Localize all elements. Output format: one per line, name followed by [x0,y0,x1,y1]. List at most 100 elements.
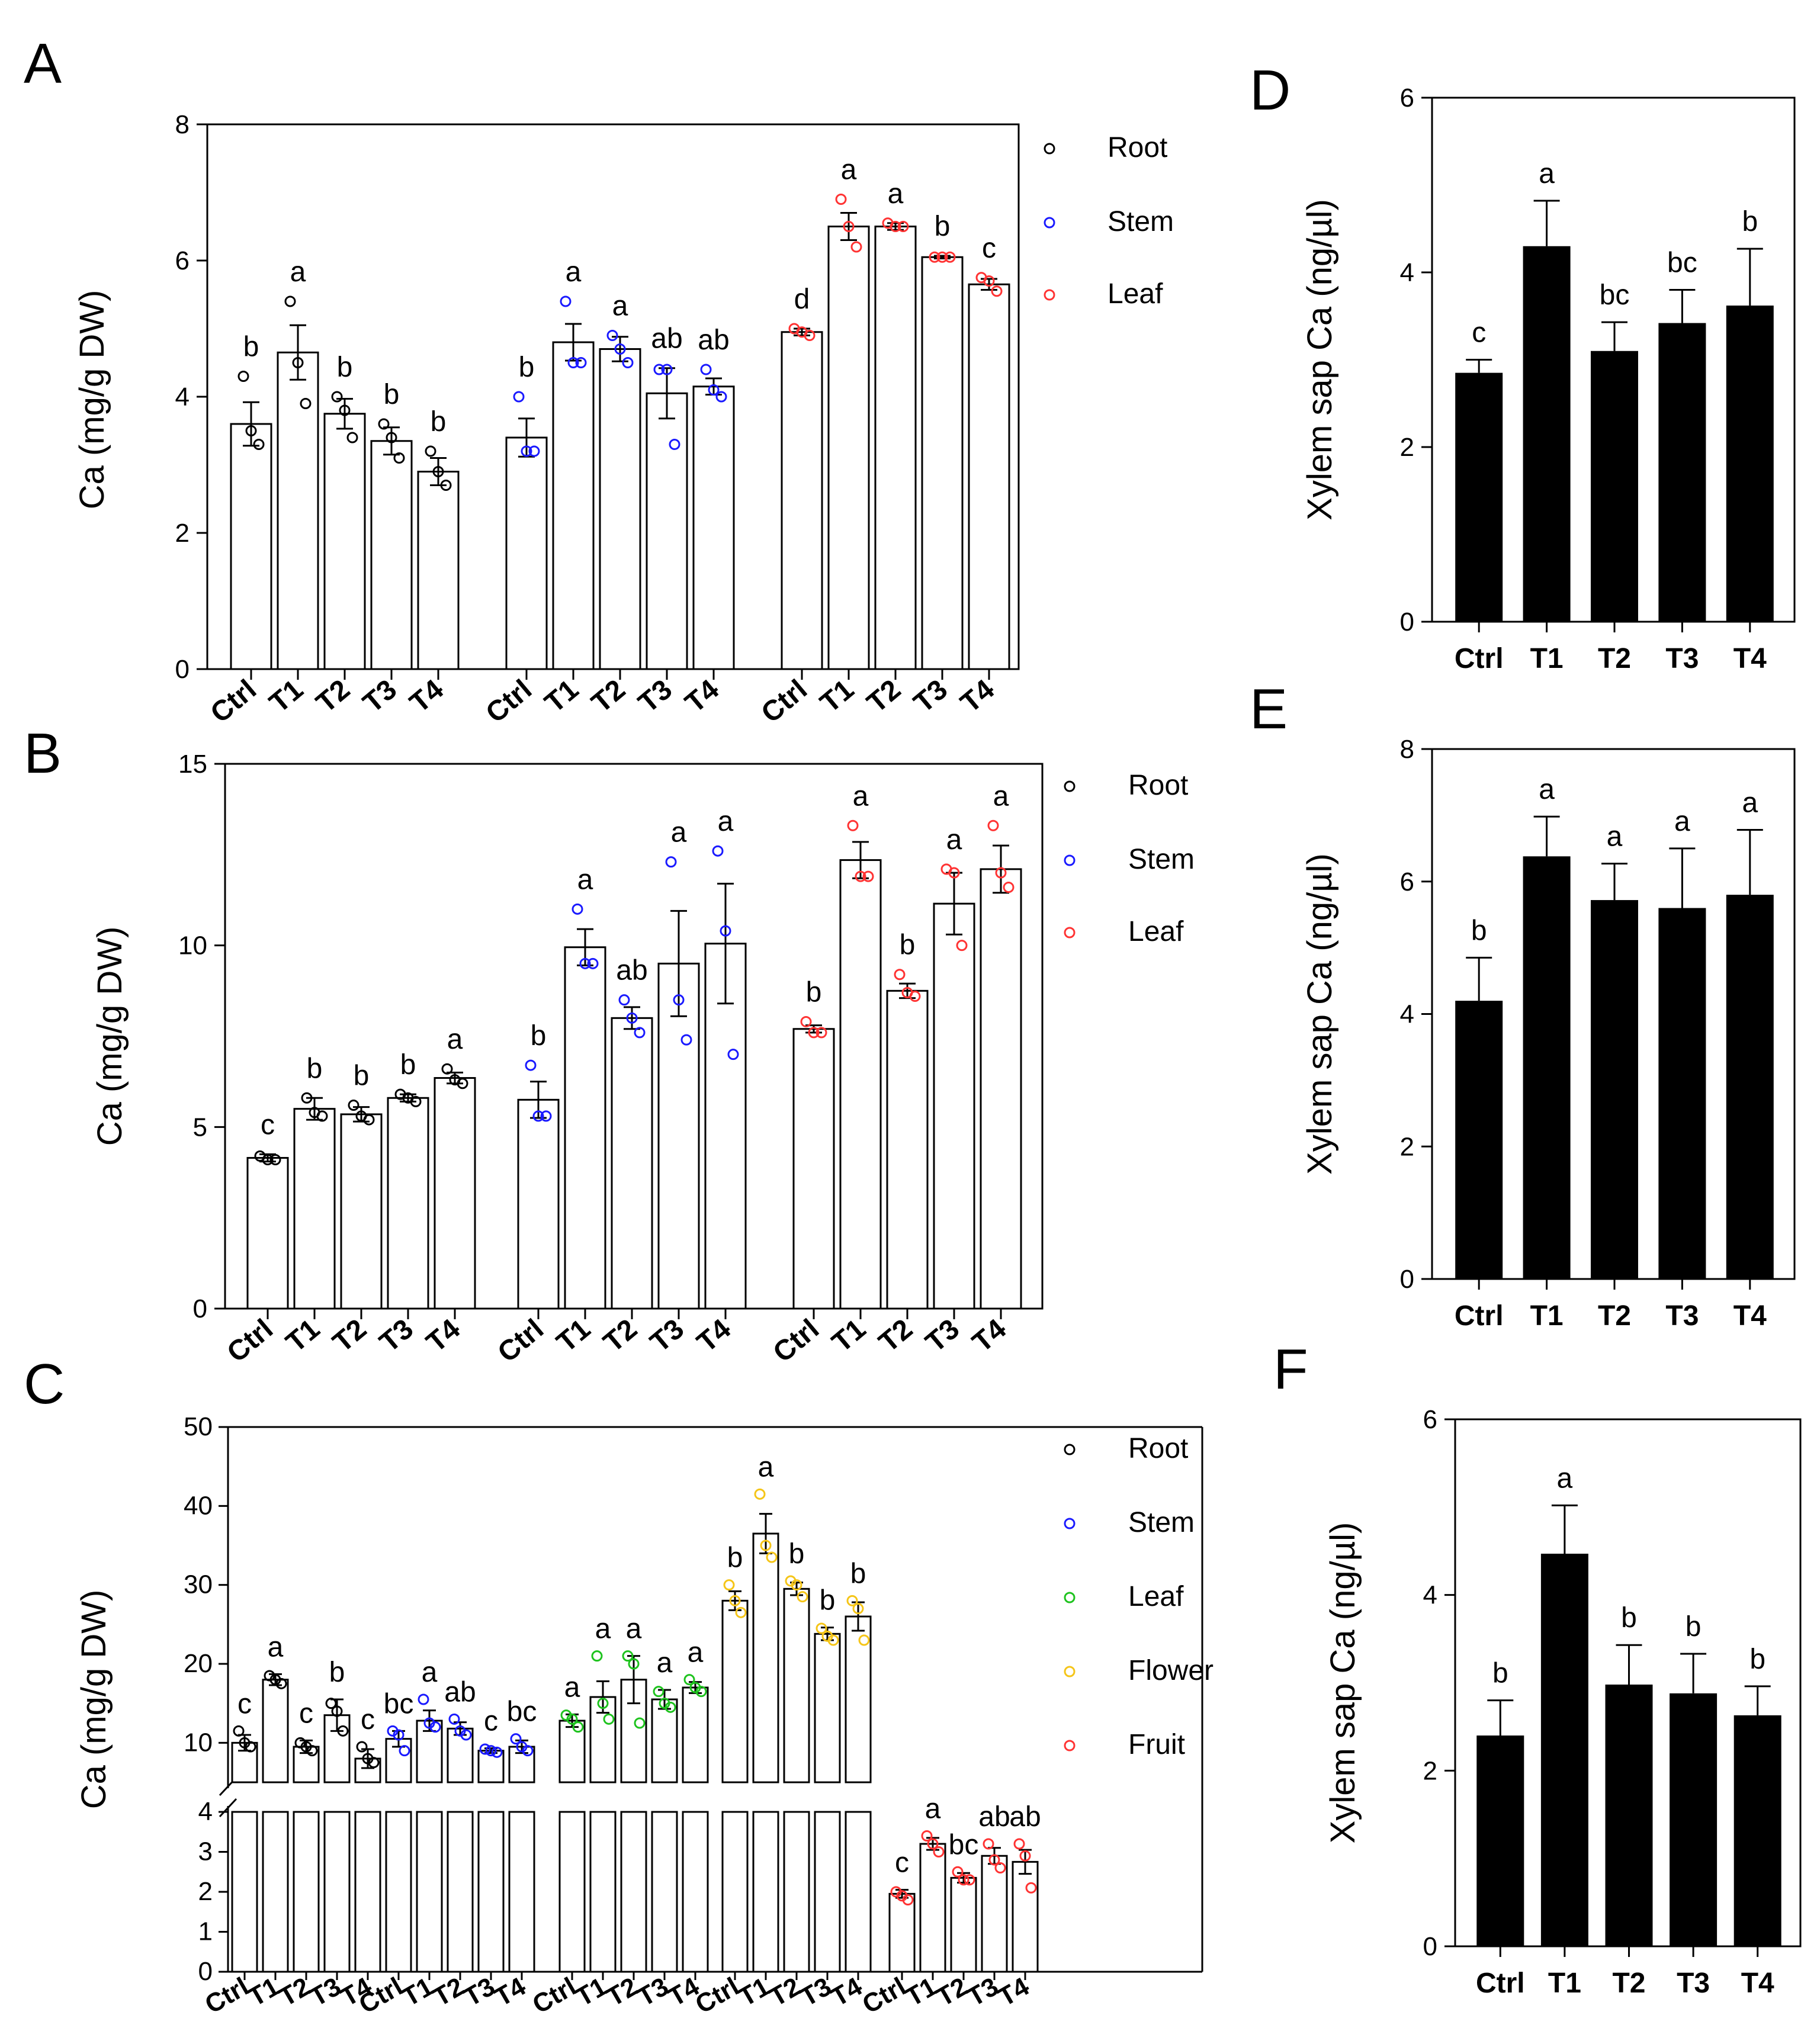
significance-letter: bc [507,1696,537,1728]
significance-letter: b [531,1020,547,1052]
y-tick-label: 2 [1400,1132,1414,1161]
data-point [850,241,862,253]
x-tick-label: T2 [873,1313,919,1359]
significance-letter: bc [1667,248,1697,279]
data-point [680,1034,692,1046]
y-axis-label: Ca (mg/g DW) [75,1590,113,1810]
data-point [634,1027,646,1039]
data-point [1013,1838,1025,1850]
data-point [528,445,540,457]
y-tick-label: 0 [1400,1265,1414,1294]
bar-stem [611,1017,653,1310]
x-tick-label: Ctrl [1476,1968,1525,1999]
data-point [356,1741,368,1753]
bar-stem [599,348,641,670]
significance-letter: b [900,930,916,961]
bar-root-lower [354,1811,381,1973]
y-tick-label: 6 [1400,867,1414,896]
y-tick-label: 15 [178,750,207,779]
significance-letter: b [1492,1658,1508,1689]
x-tick-label: T2 [1598,1300,1631,1332]
data-point [846,1595,858,1606]
data-point [237,371,249,382]
data-point [653,1686,664,1698]
y-axis-label: Ca (mg/g DW) [91,927,129,1146]
legend-marker [1064,927,1076,939]
legend-label: Leaf [1128,916,1184,947]
x-tick-label: T3 [1665,643,1699,674]
y-tick-label: 2 [1400,433,1414,462]
x-tick-label: T4 [993,1972,1034,2012]
x-tick-label: T1 [814,674,860,719]
x-tick-label: T1 [264,674,309,719]
y-tick-label: 4 [198,1797,213,1826]
data-point [618,994,630,1006]
y-tick-label: 3 [198,1837,213,1866]
bar-leaf [827,226,870,670]
bar-leaf-lower [589,1811,617,1973]
bar-root [340,1113,383,1310]
data-point [628,1658,640,1670]
data-point [386,432,397,443]
data-point [579,957,591,969]
data-point [835,194,847,205]
y-tick-label: 4 [1423,1581,1437,1610]
y-axis-label: Xylem sap Ca (ng/µl) [1301,199,1339,520]
x-tick-label: T1 [1530,643,1564,674]
data-point [540,1110,552,1122]
significance-letter: a [993,780,1009,812]
significance-letter: b [243,332,259,363]
significance-letter: b [1471,915,1487,946]
data-point [735,1606,747,1618]
x-tick-label: Ctrl [756,674,813,729]
panel-label-C: C [24,1352,65,1416]
bar [1455,372,1503,622]
data-point [587,957,599,969]
data-point [760,1540,772,1551]
y-tick-label: 6 [1423,1405,1437,1434]
x-tick-label: T1 [280,1313,326,1359]
bar-flower-lower [845,1811,872,1973]
y-axis-label: Xylem sap Ca (ng/µl) [1324,1522,1362,1844]
bar-flower-lower [752,1811,779,1973]
data-point [766,1551,778,1563]
data-point [1003,882,1015,894]
data-point [988,1854,1000,1866]
bar-root-lower [293,1811,320,1973]
bar [1733,1715,1781,1946]
bar-leaf [980,868,1022,1310]
data-point [994,1862,1006,1873]
significance-letter: a [1742,787,1758,818]
significance-letter: b [400,1049,416,1081]
data-point [720,925,731,937]
bar-flower-lower [814,1811,841,1973]
x-tick-label: T4 [1733,643,1767,674]
data-point [614,343,626,355]
legend-label: Root [1128,770,1188,801]
bar-fruit [919,1843,946,1973]
data-point [432,466,444,477]
data-point [936,251,948,263]
data-point [292,357,304,368]
data-point [448,1713,460,1725]
bar-stem [564,946,606,1310]
bar-leaf [933,902,975,1310]
data-point [847,819,859,831]
significance-letter: a [566,256,582,288]
significance-letter: b [806,976,822,1008]
significance-letter: a [657,1647,673,1679]
x-tick-label: T4 [1741,1968,1774,1999]
data-point [262,1154,274,1166]
data-point [843,221,855,232]
bar [1658,323,1706,622]
data-point [513,391,525,403]
significance-letter: a [1539,158,1555,189]
significance-letter: a [841,155,857,186]
x-tick-label: T4 [490,1972,531,2012]
bar-root [323,413,366,670]
x-tick-label: T3 [374,1313,419,1359]
bar [1591,351,1638,622]
x-tick-label: T4 [691,1313,737,1359]
significance-letter: bc [949,1829,979,1860]
significance-letter: b [935,211,951,242]
